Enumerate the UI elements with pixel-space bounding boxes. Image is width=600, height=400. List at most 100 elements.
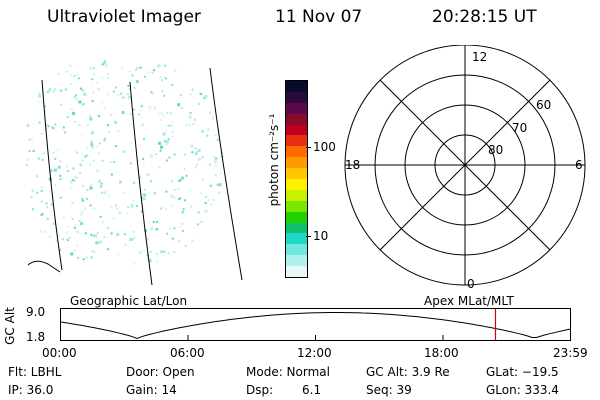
emission-pixel	[81, 134, 84, 137]
uv-emission-speckles	[25, 60, 224, 265]
emission-pixel	[156, 228, 159, 231]
alt-tick-1.8: 1.8	[26, 330, 46, 344]
emission-pixel	[191, 239, 194, 242]
emission-pixel	[94, 234, 98, 238]
emission-pixel	[77, 77, 80, 80]
emission-pixel	[164, 130, 167, 133]
emission-pixel	[112, 217, 115, 220]
emission-pixel	[99, 142, 101, 145]
emission-pixel	[168, 227, 171, 230]
emission-pixel	[84, 155, 87, 158]
emission-pixel	[103, 62, 106, 65]
emission-pixel	[138, 176, 141, 179]
emission-pixel	[73, 250, 76, 252]
emission-pixel	[167, 124, 170, 127]
emission-pixel	[67, 169, 70, 172]
emission-pixel	[106, 93, 109, 96]
emission-pixel	[149, 154, 153, 158]
longitude-line	[41, 79, 63, 271]
emission-pixel	[152, 220, 155, 223]
emission-pixel	[89, 117, 93, 121]
emission-pixel	[148, 106, 152, 110]
emission-pixel	[84, 207, 87, 210]
colorbar-band	[286, 168, 307, 180]
emission-pixel	[167, 138, 170, 141]
emission-pixel	[213, 156, 216, 158]
emission-pixel	[116, 207, 119, 210]
emission-pixel	[179, 225, 182, 228]
emission-pixel	[116, 94, 119, 97]
emission-pixel	[40, 214, 43, 216]
emission-pixel	[120, 66, 123, 69]
colorbar-label: photon cm⁻²s⁻¹	[267, 113, 281, 207]
emission-pixel	[70, 187, 73, 190]
emission-pixel	[208, 163, 211, 166]
colorbar-band	[286, 135, 307, 147]
emission-pixel	[96, 145, 99, 148]
emission-pixel	[204, 196, 207, 199]
emission-pixel	[153, 69, 155, 72]
emission-pixel	[83, 92, 87, 96]
emission-pixel	[89, 163, 92, 166]
emission-pixel	[144, 188, 146, 191]
emission-pixel	[114, 120, 118, 124]
emission-pixel	[160, 119, 162, 122]
emission-pixel	[74, 120, 76, 123]
instrument-title: Ultraviolet Imager	[47, 7, 201, 27]
emission-pixel	[181, 176, 185, 180]
emission-pixel	[194, 166, 197, 169]
emission-pixel	[90, 233, 93, 236]
emission-pixel	[127, 93, 130, 95]
emission-pixel	[70, 83, 73, 85]
emission-pixel	[179, 94, 182, 97]
emission-pixel	[158, 166, 161, 169]
emission-pixel	[151, 71, 154, 74]
emission-pixel	[124, 243, 127, 246]
emission-pixel	[75, 98, 78, 101]
emission-pixel	[184, 245, 187, 248]
colorbar-band	[286, 244, 307, 256]
emission-pixel	[184, 153, 187, 156]
emission-pixel	[164, 140, 167, 143]
emission-pixel	[197, 223, 200, 226]
emission-pixel	[160, 112, 163, 114]
emission-pixel	[120, 93, 123, 96]
emission-pixel	[93, 72, 95, 75]
filter-status: Flt: LBHL	[8, 365, 62, 379]
emission-pixel	[131, 205, 134, 208]
emission-pixel	[113, 161, 116, 163]
colorbar-tick-10: 10	[313, 229, 329, 243]
colorbar-band	[286, 157, 307, 169]
emission-pixel	[92, 159, 95, 162]
emission-pixel	[95, 114, 98, 117]
emission-pixel	[79, 163, 82, 166]
emission-pixel	[89, 204, 92, 207]
emission-pixel	[139, 109, 142, 112]
emission-pixel	[104, 60, 106, 63]
emission-pixel	[73, 75, 76, 78]
emission-pixel	[38, 121, 41, 124]
emission-pixel	[46, 91, 49, 94]
emission-pixel	[129, 70, 132, 73]
emission-pixel	[132, 108, 135, 111]
emission-pixel	[142, 249, 145, 252]
emission-pixel	[135, 69, 137, 71]
emission-pixel	[32, 208, 35, 211]
emission-pixel	[91, 100, 94, 102]
emission-pixel	[135, 80, 139, 83]
colorbar-band	[286, 102, 307, 114]
emission-pixel	[66, 239, 69, 242]
time-tick-0000: 00:00	[42, 346, 77, 360]
emission-pixel	[96, 232, 99, 234]
emission-pixel	[179, 179, 182, 182]
emission-pixel	[69, 181, 72, 184]
colorbar-band	[286, 255, 307, 267]
emission-pixel	[182, 230, 184, 233]
emission-pixel	[170, 195, 174, 199]
emission-pixel	[86, 189, 89, 192]
emission-pixel	[110, 232, 113, 235]
time-tick-1800: 18:00	[424, 346, 459, 360]
emission-pixel	[46, 217, 49, 220]
emission-pixel	[127, 84, 130, 87]
emission-pixel	[47, 125, 50, 128]
